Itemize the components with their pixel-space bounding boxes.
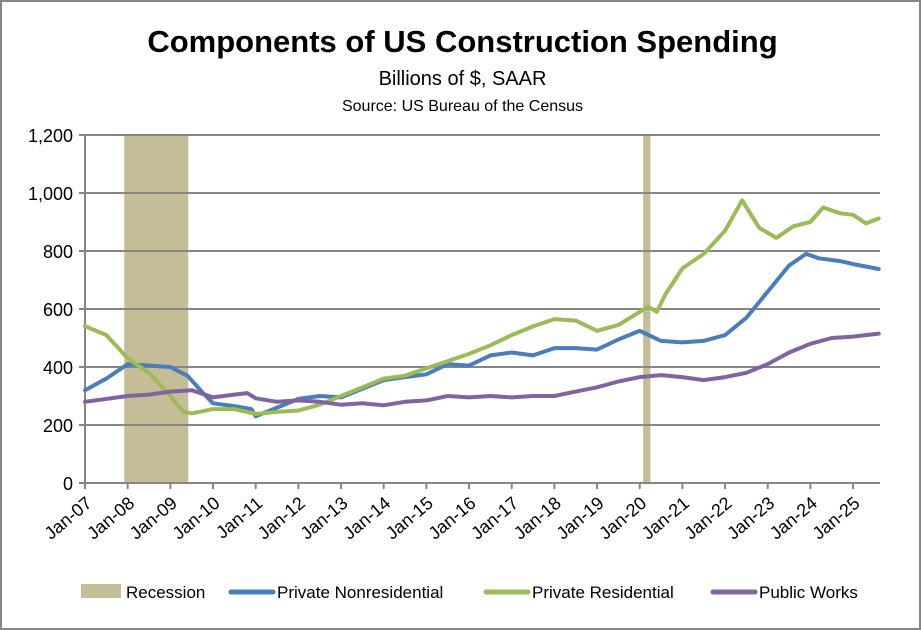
legend-label-recession: Recession [126, 583, 205, 602]
series-lines [83, 198, 881, 419]
x-tick-label: Jan-11 [212, 493, 266, 543]
x-tick-label: Jan-22 [681, 493, 736, 544]
x-tick-label: Jan-21 [638, 493, 693, 544]
legend-label-private-nonresidential: Private Nonresidential [277, 583, 443, 602]
x-tick-label: Jan-14 [339, 493, 394, 544]
y-tick-label: 1,000 [28, 184, 73, 204]
legend-swatch-recession [81, 584, 121, 598]
gridlines [85, 134, 880, 426]
chart-subtitle: Billions of $, SAAR [378, 68, 547, 90]
x-tick-label: Jan-13 [297, 493, 352, 544]
y-tick-label: 400 [43, 358, 73, 378]
legend-label-private-residential: Private Residential [532, 583, 674, 602]
x-tick-label: Jan-23 [723, 493, 778, 544]
x-tick-label: Jan-16 [425, 493, 480, 544]
y-tick-label: 0 [63, 474, 73, 494]
x-tick-label: Jan-15 [382, 493, 437, 544]
series-line-private-residential [83, 198, 881, 416]
x-tick-label: Jan-09 [126, 493, 181, 544]
x-tick-label: Jan-10 [169, 493, 224, 544]
series-line-public-works [83, 331, 881, 408]
legend-label-public-works: Public Works [759, 583, 858, 602]
y-tick-label: 200 [43, 416, 73, 436]
y-tick-label: 600 [43, 300, 73, 320]
legend: Recession Private Nonresidential Private R… [81, 583, 858, 602]
y-tick-label: 1,200 [28, 126, 73, 146]
x-tick-label: Jan-20 [595, 493, 650, 544]
series-line-private-nonresidential [83, 251, 881, 419]
y-tick-label: 800 [43, 242, 73, 262]
chart-source: Source: US Bureau of the Census [341, 98, 584, 115]
x-tick-label: Jan-07 [41, 493, 96, 544]
x-tick-label: Jan-08 [83, 493, 138, 544]
x-tick-label: Jan-18 [510, 493, 565, 544]
x-tick-label: Jan-19 [553, 493, 608, 544]
chart-title: Components of US Construction Spending [147, 24, 778, 59]
x-tick-label: Jan-25 [809, 493, 864, 544]
x-tick-label: Jan-12 [254, 493, 309, 544]
x-tick-label: Jan-17 [467, 493, 522, 544]
x-tick-label: Jan-24 [766, 493, 821, 544]
